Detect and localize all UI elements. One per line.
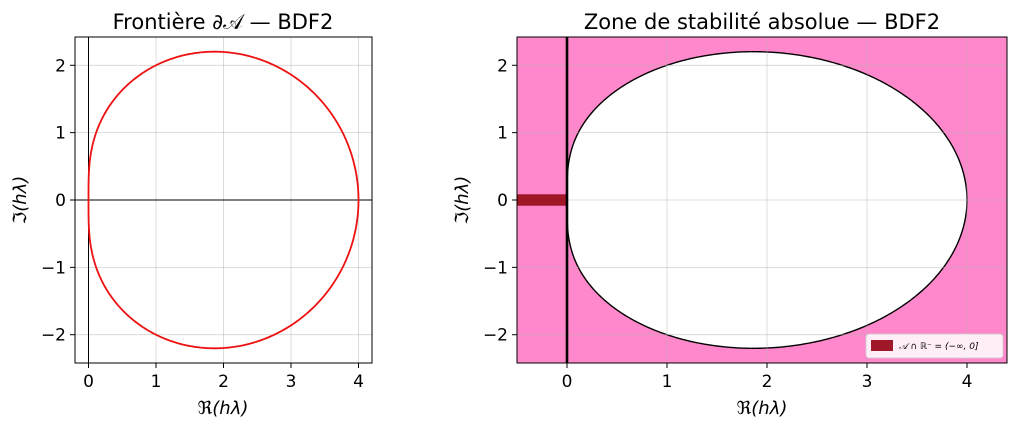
y-tick-label: −1	[41, 258, 66, 278]
y-tick-label: 2	[55, 56, 66, 76]
chart-1-ticks: 0 1 2 3 4 −2 −1 0 1 2	[41, 56, 364, 392]
x-tick-label: 4	[353, 372, 364, 392]
x-tick-label: 4	[962, 372, 973, 392]
y-tick-label: 1	[55, 124, 66, 144]
chart-boundary: Frontière ∂𝒜 — BDF2 0 1 2 3 4 −2 −1 0 1 2 ℜ(hλ) ℑ…	[10, 10, 373, 419]
chart-2-negative-real-axis-band	[517, 194, 567, 206]
x-tick-label: 2	[762, 372, 773, 392]
chart-stability-zone: Zone de stabilité absolue — BDF2 0 1 2 3 4 −2…	[452, 10, 1008, 419]
y-tick-label: 1	[497, 124, 508, 144]
chart-2-legend: 𝒜 ∩ ℝ⁻ = (−∞, 0]	[865, 333, 1004, 359]
legend-box	[865, 333, 1004, 359]
chart-1-title: Frontière ∂𝒜 — BDF2	[113, 10, 334, 34]
chart-1-boundary-curve	[87, 50, 360, 350]
x-tick-label: 1	[151, 372, 162, 392]
chart-2-title: Zone de stabilité absolue — BDF2	[584, 10, 940, 34]
y-tick-label: 2	[497, 56, 508, 76]
legend-label: 𝒜 ∩ ℝ⁻ = (−∞, 0]	[899, 342, 979, 352]
y-tick-label: 0	[497, 191, 508, 211]
y-tick-label: −2	[41, 326, 66, 346]
chart-2-ticks: 0 1 2 3 4 −2 −1 0 1 2	[483, 56, 972, 392]
x-tick-label: 2	[218, 372, 229, 392]
y-tick-label: −1	[483, 258, 508, 278]
x-tick-label: 3	[286, 372, 297, 392]
legend-swatch	[871, 340, 893, 351]
chart-2-ylabel: ℑ(hλ)	[452, 176, 473, 225]
y-tick-label: 0	[55, 191, 66, 211]
chart-2-xlabel: ℜ(hλ)	[737, 398, 788, 419]
x-tick-label: 3	[862, 372, 873, 392]
chart-1-xlabel: ℜ(hλ)	[198, 398, 249, 419]
x-tick-label: 1	[662, 372, 673, 392]
x-tick-label: 0	[562, 372, 573, 392]
x-tick-label: 0	[83, 372, 94, 392]
chart-1-ylabel: ℑ(hλ)	[10, 176, 31, 225]
y-tick-label: −2	[483, 326, 508, 346]
